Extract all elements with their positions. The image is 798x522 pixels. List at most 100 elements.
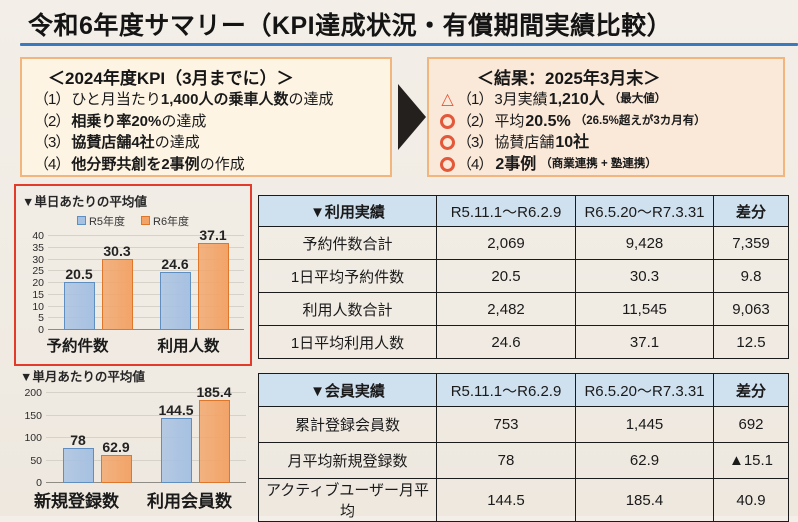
bar-value-label: 30.3: [103, 242, 131, 259]
result-box-header: ＜結果：2025年3月末＞: [477, 69, 661, 88]
result-item-note: （26.5%超えが3カ月有）: [574, 114, 706, 127]
x-category-label: 予約件数: [46, 338, 109, 355]
result-item-text: 協賛店舗: [494, 134, 555, 151]
bar: 37.1: [197, 227, 229, 330]
member-results-table: ▼会員実績 R5.11.1～R6.2.9 R6.5.20～R7.3.31 差分 累計登…: [258, 373, 789, 522]
kpi-item-number: （1）: [34, 91, 70, 108]
legend-swatch-icon: [76, 216, 86, 225]
table-cell: 40.9: [713, 478, 789, 522]
table-header-cell: R6.5.20～R7.3.31: [575, 373, 714, 407]
table-cell: 12.5: [713, 325, 789, 359]
table-cell: 185.4: [575, 478, 714, 522]
table-cell: 20.5: [436, 259, 576, 293]
table-header-cell: R5.11.1～R6.2.9: [436, 195, 576, 227]
y-tick-label: 100: [24, 432, 42, 444]
table-cell: 9.8: [713, 259, 789, 293]
grid-line: [46, 437, 246, 438]
kpi-item-number: （4）: [34, 155, 70, 173]
result-item: （3） 協賛店舗 10社: [439, 132, 775, 154]
table-cell: 2,482: [436, 292, 576, 326]
kpi-item-list: （1） ひと月当たり1,400人の乗車人数の達成 （2） 相乗り率20%の達成 （3）協…: [34, 89, 382, 175]
grid-line: [48, 329, 244, 330]
kpi-item-number: （3）: [34, 134, 70, 151]
table-cell: 78: [436, 442, 576, 479]
chart-monthly-average: ▼単月あたりの平均値 0 50 100 150 200 78 62.9 144.5 185.4…: [14, 361, 252, 516]
kpi-item: （2） 相乗り率20%の達成: [34, 111, 382, 133]
bar-value-label: 62.9: [102, 438, 130, 455]
grid-line: [48, 305, 244, 307]
bar: 185.4: [196, 384, 232, 483]
table-header-cell: 差分: [713, 195, 789, 227]
grid-line: [48, 282, 244, 283]
y-tick-label: 0: [38, 324, 44, 336]
table-header-cell: ▼会員実績: [258, 373, 437, 407]
result-item-note: （最大値）: [608, 93, 667, 105]
table-body: 予約件数合計 2,069 9,428 7,359 1日平均予約件数 20.5 30.3 9.8…: [258, 226, 789, 359]
y-tick-label: 30: [32, 253, 44, 266]
y-tick-label: 15: [32, 288, 44, 301]
legend-item: R6年度: [141, 213, 189, 229]
bar-value-label: 185.4: [196, 383, 232, 400]
bar: 62.9: [100, 439, 132, 483]
y-tick-label: 35: [32, 241, 44, 254]
table-cell: 24.6: [436, 325, 576, 359]
x-category-label: 利用会員数: [147, 492, 232, 511]
y-tick-label: 10: [32, 300, 44, 313]
bar-value-label: 37.1: [199, 226, 227, 243]
result-item: △ （1） 3月実績 1,210人 （最大値）: [439, 89, 775, 111]
bar-value-label: 144.5: [158, 401, 194, 418]
title-underline: [20, 43, 798, 46]
circle-glyph: [440, 156, 455, 172]
table-cell: アクティブユーザー月平均: [258, 478, 437, 522]
chart-title: ▼単月あたりの平均値: [20, 370, 145, 384]
x-category-label: 新規登録数: [34, 492, 119, 511]
triangle-mark-icon: △: [439, 91, 456, 108]
kpi-target-box: ＜2024年度KPI（3月までに）＞ （1） ひと月当たり1,400人の乗車人数の…: [20, 57, 392, 177]
result-item-highlight: 2事例: [495, 155, 537, 173]
table-cell: 1,445: [575, 406, 714, 443]
result-item-number: （4）: [457, 155, 493, 173]
table-row: 累計登録会員数 753 1,445 692: [258, 406, 789, 443]
result-item-number: （3）: [457, 134, 493, 151]
circle-glyph: [440, 135, 455, 151]
chart-plot: 0 5 10 15 20 25 30 35 40 20.5 30.3 24.6 37.1: [22, 227, 244, 335]
y-tick-label: 200: [24, 387, 42, 399]
x-axis-labels: 新規登録数 利用会員数: [20, 487, 246, 512]
result-item: （2） 平均 20.5% （26.5%超えが3カ月有）: [439, 111, 775, 133]
table-header-row: ▼利用実績 R5.11.1～R6.2.9 R6.5.20～R7.3.31 差分: [258, 195, 789, 227]
y-axis: 0 50 100 150 200: [20, 388, 46, 489]
kpi-item-number: （2）: [34, 112, 70, 130]
table-cell: 予約件数合計: [258, 226, 437, 260]
y-tick-label: 150: [24, 409, 42, 422]
grid-line: [48, 258, 244, 260]
table-cell: 11,545: [575, 292, 714, 326]
table-cell: 7,359: [713, 226, 789, 260]
chart-title: ▼単日あたりの平均値: [22, 195, 147, 209]
kpi-item-highlight: 相乗り率20%: [71, 112, 162, 130]
legend-item: R5年度: [76, 213, 125, 229]
circle-mark-icon: [439, 113, 456, 129]
table-cell: 62.9: [575, 442, 714, 479]
kpi-item-text: ひと月当たり: [71, 91, 161, 108]
table-cell: 753: [436, 406, 576, 443]
result-item-note: （商業連携 + 塾連携）: [540, 157, 657, 170]
table-cell: 2,069: [436, 226, 576, 260]
kpi-item-text: の作成: [199, 155, 245, 173]
arrow-right-icon: [398, 84, 426, 150]
table-cell: 利用人数合計: [258, 292, 437, 326]
kpi-item-highlight: 他分野共創を2事例: [71, 155, 200, 173]
table-cell: 9,428: [575, 226, 714, 260]
chart-legend: R5年度 R6年度: [22, 213, 244, 228]
plot-area: 78 62.9 144.5 185.4: [46, 384, 246, 483]
bar: 30.3: [101, 243, 133, 330]
result-item-text: 平均: [494, 112, 525, 130]
circle-glyph: [440, 113, 455, 129]
table-header-cell: 差分: [713, 373, 789, 407]
y-tick-label: 40: [32, 230, 44, 242]
kpi-item: （1） ひと月当たり1,400人の乗車人数の達成: [34, 89, 382, 111]
table-cell: 1日平均利用人数: [258, 325, 437, 359]
circle-mark-icon: [439, 135, 456, 151]
bar-group: 78 62.9: [62, 432, 132, 483]
table-cell: 累計登録会員数: [258, 406, 437, 443]
